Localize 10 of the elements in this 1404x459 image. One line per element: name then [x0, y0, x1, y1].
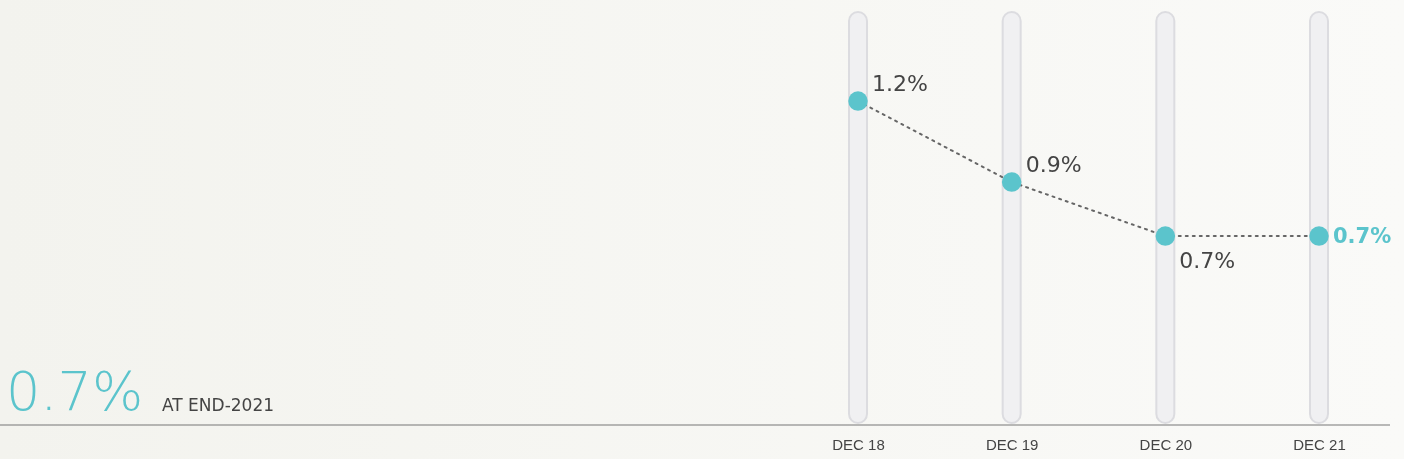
x-tick-label: DEC 21: [1293, 436, 1346, 453]
x-tick-label: DEC 19: [985, 436, 1039, 453]
data-label: 0.7%: [1333, 224, 1392, 249]
x-tick-label: DEC 18: [832, 436, 885, 453]
data-label: 1.2%: [872, 71, 928, 97]
x-tick-label: DEC 20: [1139, 436, 1193, 453]
data-label: 0.7%: [1179, 248, 1236, 274]
text: AT END-2021: [162, 395, 275, 415]
text: 0.7%: [6, 360, 144, 423]
data-label: 0.9%: [1025, 152, 1082, 178]
